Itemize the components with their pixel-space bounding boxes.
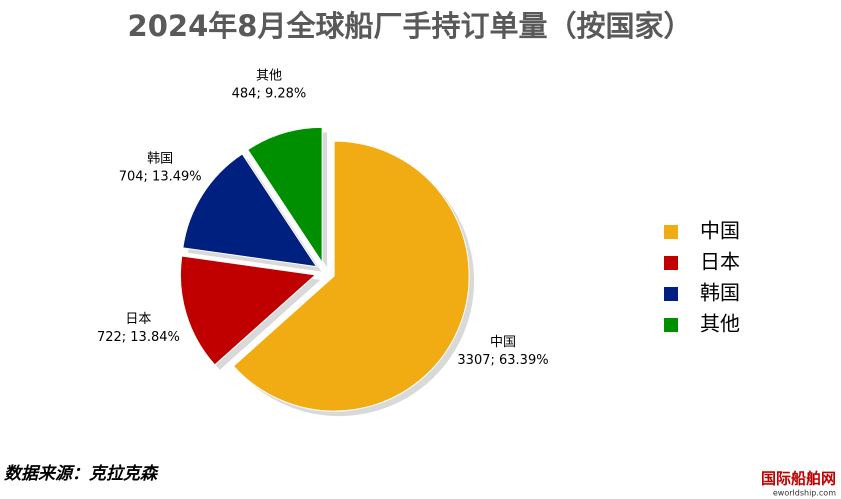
legend-label: 日本 [700, 250, 740, 274]
watermark: 国际船舶网 [761, 470, 836, 488]
legend-label: 中国 [700, 219, 740, 243]
chart-title: 2024年8月全球船厂手持订单量（按国家） [128, 9, 693, 43]
legend-swatch [664, 256, 678, 270]
pie-slice [182, 153, 318, 268]
slice-value-label: 484; 9.28% [232, 87, 307, 102]
slice-category-label: 中国 [490, 335, 516, 350]
legend-label: 韩国 [700, 281, 740, 305]
pie-slice [247, 126, 323, 265]
source-note: 数据来源：克拉克森 [4, 464, 159, 484]
slice-value-label: 3307; 63.39% [457, 353, 548, 368]
slice-category-label: 日本 [125, 312, 151, 327]
slice-value-label: 704; 13.49% [119, 169, 202, 184]
watermark-url: eworldship.com [773, 489, 836, 498]
legend-label: 其他 [700, 312, 740, 336]
slice-category-label: 韩国 [147, 151, 173, 166]
slice-category-label: 其他 [256, 69, 282, 84]
slice-value-label: 722; 13.84% [97, 330, 180, 345]
pie-slice [232, 140, 470, 412]
legend-swatch [664, 287, 678, 301]
legend-swatch [664, 318, 678, 332]
pie-slice [179, 255, 317, 366]
legend-swatch [664, 225, 678, 239]
